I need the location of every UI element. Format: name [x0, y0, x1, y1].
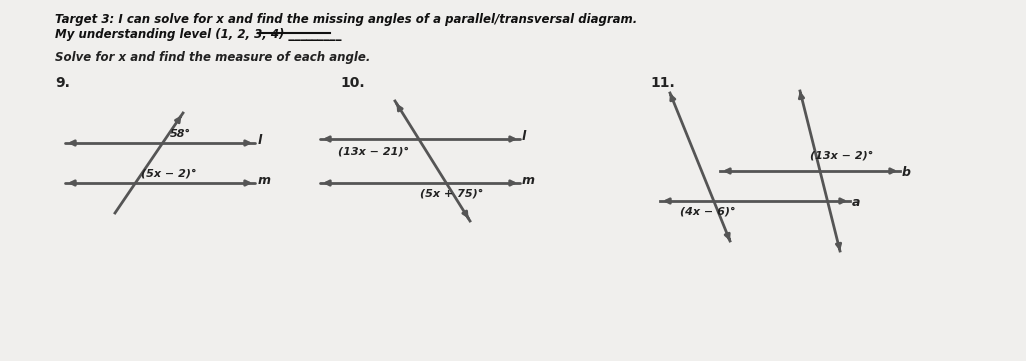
Text: My understanding level (1, 2, 3, 4) _________: My understanding level (1, 2, 3, 4) ____…	[55, 28, 342, 41]
Text: a: a	[852, 196, 861, 209]
Text: Solve for x and find the measure of each angle.: Solve for x and find the measure of each…	[55, 51, 370, 64]
Text: 10.: 10.	[340, 76, 364, 90]
Text: 9.: 9.	[55, 76, 70, 90]
Text: (5x − 2)°: (5x − 2)°	[141, 168, 197, 178]
Text: 58°: 58°	[170, 129, 191, 139]
Text: l: l	[522, 130, 526, 143]
Text: (4x − 6)°: (4x − 6)°	[680, 206, 736, 216]
Text: b: b	[902, 166, 911, 179]
Text: (13x − 21)°: (13x − 21)°	[338, 146, 409, 156]
Text: (5x + 75)°: (5x + 75)°	[420, 189, 483, 199]
Text: l: l	[258, 134, 263, 147]
Text: Target 3: I can solve for x and find the missing angles of a parallel/transversa: Target 3: I can solve for x and find the…	[55, 13, 637, 26]
Text: (13x − 2)°: (13x − 2)°	[810, 151, 873, 161]
Text: m: m	[522, 174, 535, 187]
Text: m: m	[258, 174, 271, 187]
Text: 11.: 11.	[650, 76, 675, 90]
